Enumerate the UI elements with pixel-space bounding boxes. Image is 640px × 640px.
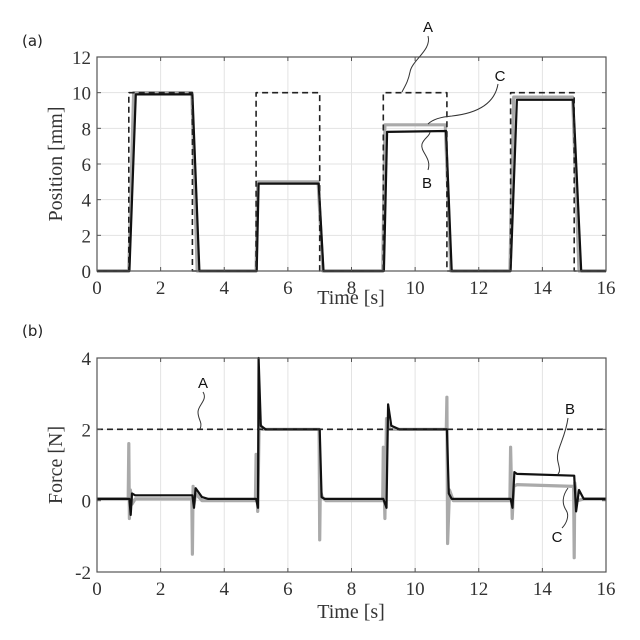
panel-a-annotations: A C B bbox=[401, 19, 506, 192]
y-tick-label: 12 bbox=[72, 48, 91, 69]
annotation-c-label: C bbox=[495, 68, 506, 85]
panel-a-label: (a) bbox=[22, 32, 43, 50]
y-tick-label: 2 bbox=[82, 226, 92, 247]
annotation-a-leader bbox=[401, 35, 429, 93]
y-tick-label: 4 bbox=[82, 349, 92, 370]
annotation-b-c-leader bbox=[561, 487, 569, 529]
panel-b-grid bbox=[97, 358, 606, 572]
annotation-c-leader bbox=[427, 83, 499, 125]
x-tick-label: 8 bbox=[347, 579, 357, 600]
panel-b-x-axis-label: Time [s] bbox=[317, 601, 385, 623]
x-tick-label: 2 bbox=[156, 278, 166, 299]
annotation-b-b-leader bbox=[556, 417, 569, 475]
x-tick-label: 12 bbox=[469, 579, 488, 600]
annotation-b-c-label: C bbox=[552, 529, 563, 546]
x-tick-label: 2 bbox=[156, 579, 166, 600]
panel-b-series bbox=[97, 356, 606, 560]
x-tick-label: 4 bbox=[220, 278, 230, 299]
x-tick-label: 0 bbox=[92, 579, 102, 600]
series-b-line bbox=[97, 356, 606, 517]
x-tick-label: 6 bbox=[283, 579, 293, 600]
panel-a-x-axis-label: Time [s] bbox=[317, 287, 385, 309]
annotation-b-a-label: A bbox=[198, 375, 208, 392]
x-tick-label: 6 bbox=[283, 278, 293, 299]
x-tick-label: 16 bbox=[597, 278, 616, 299]
panel-a-grid bbox=[97, 57, 606, 271]
x-tick-label: 16 bbox=[597, 579, 616, 600]
x-tick-label: 12 bbox=[469, 278, 488, 299]
y-tick-label: -2 bbox=[75, 563, 91, 584]
x-tick-label: 14 bbox=[533, 278, 553, 299]
annotation-a-label: A bbox=[423, 19, 433, 36]
x-tick-label: 10 bbox=[406, 278, 425, 299]
panel-b-annotations: A B C bbox=[197, 375, 575, 546]
y-tick-label: 0 bbox=[82, 262, 92, 283]
panel-b-label: (b) bbox=[22, 322, 43, 340]
series-a-line bbox=[97, 91, 606, 272]
panel-a-position-chart: (a) 0 2 4 6 8 10 12 14 16 0 2 4 6 8 10 12 Time [s] Posi… bbox=[22, 19, 616, 309]
y-tick-label: 6 bbox=[82, 155, 92, 176]
x-tick-label: 0 bbox=[92, 278, 102, 299]
y-tick-label: 2 bbox=[82, 420, 92, 441]
annotation-b-b-label: B bbox=[565, 401, 575, 418]
panel-a-y-axis-label: Position [mm] bbox=[45, 106, 67, 221]
panel-a-ticks: 0 2 4 6 8 10 12 14 16 0 2 4 6 8 10 12 bbox=[72, 48, 616, 299]
annotation-b-leader bbox=[421, 131, 431, 171]
annotation-b-label: B bbox=[422, 175, 432, 192]
x-tick-label: 8 bbox=[347, 278, 357, 299]
annotation-b-a-leader bbox=[197, 391, 205, 430]
y-tick-label: 8 bbox=[82, 119, 92, 140]
y-tick-label: 0 bbox=[82, 492, 92, 513]
x-tick-label: 14 bbox=[533, 579, 553, 600]
panel-b-y-axis-label: Force [N] bbox=[45, 426, 67, 504]
y-tick-label: 4 bbox=[82, 191, 92, 212]
y-tick-label: 10 bbox=[72, 84, 91, 105]
x-tick-label: 10 bbox=[406, 579, 425, 600]
x-tick-label: 4 bbox=[220, 579, 230, 600]
